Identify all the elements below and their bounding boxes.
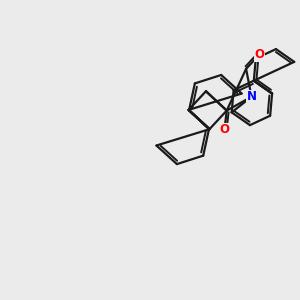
Text: O: O [219,123,230,136]
Text: O: O [254,48,264,61]
Text: N: N [247,90,256,103]
